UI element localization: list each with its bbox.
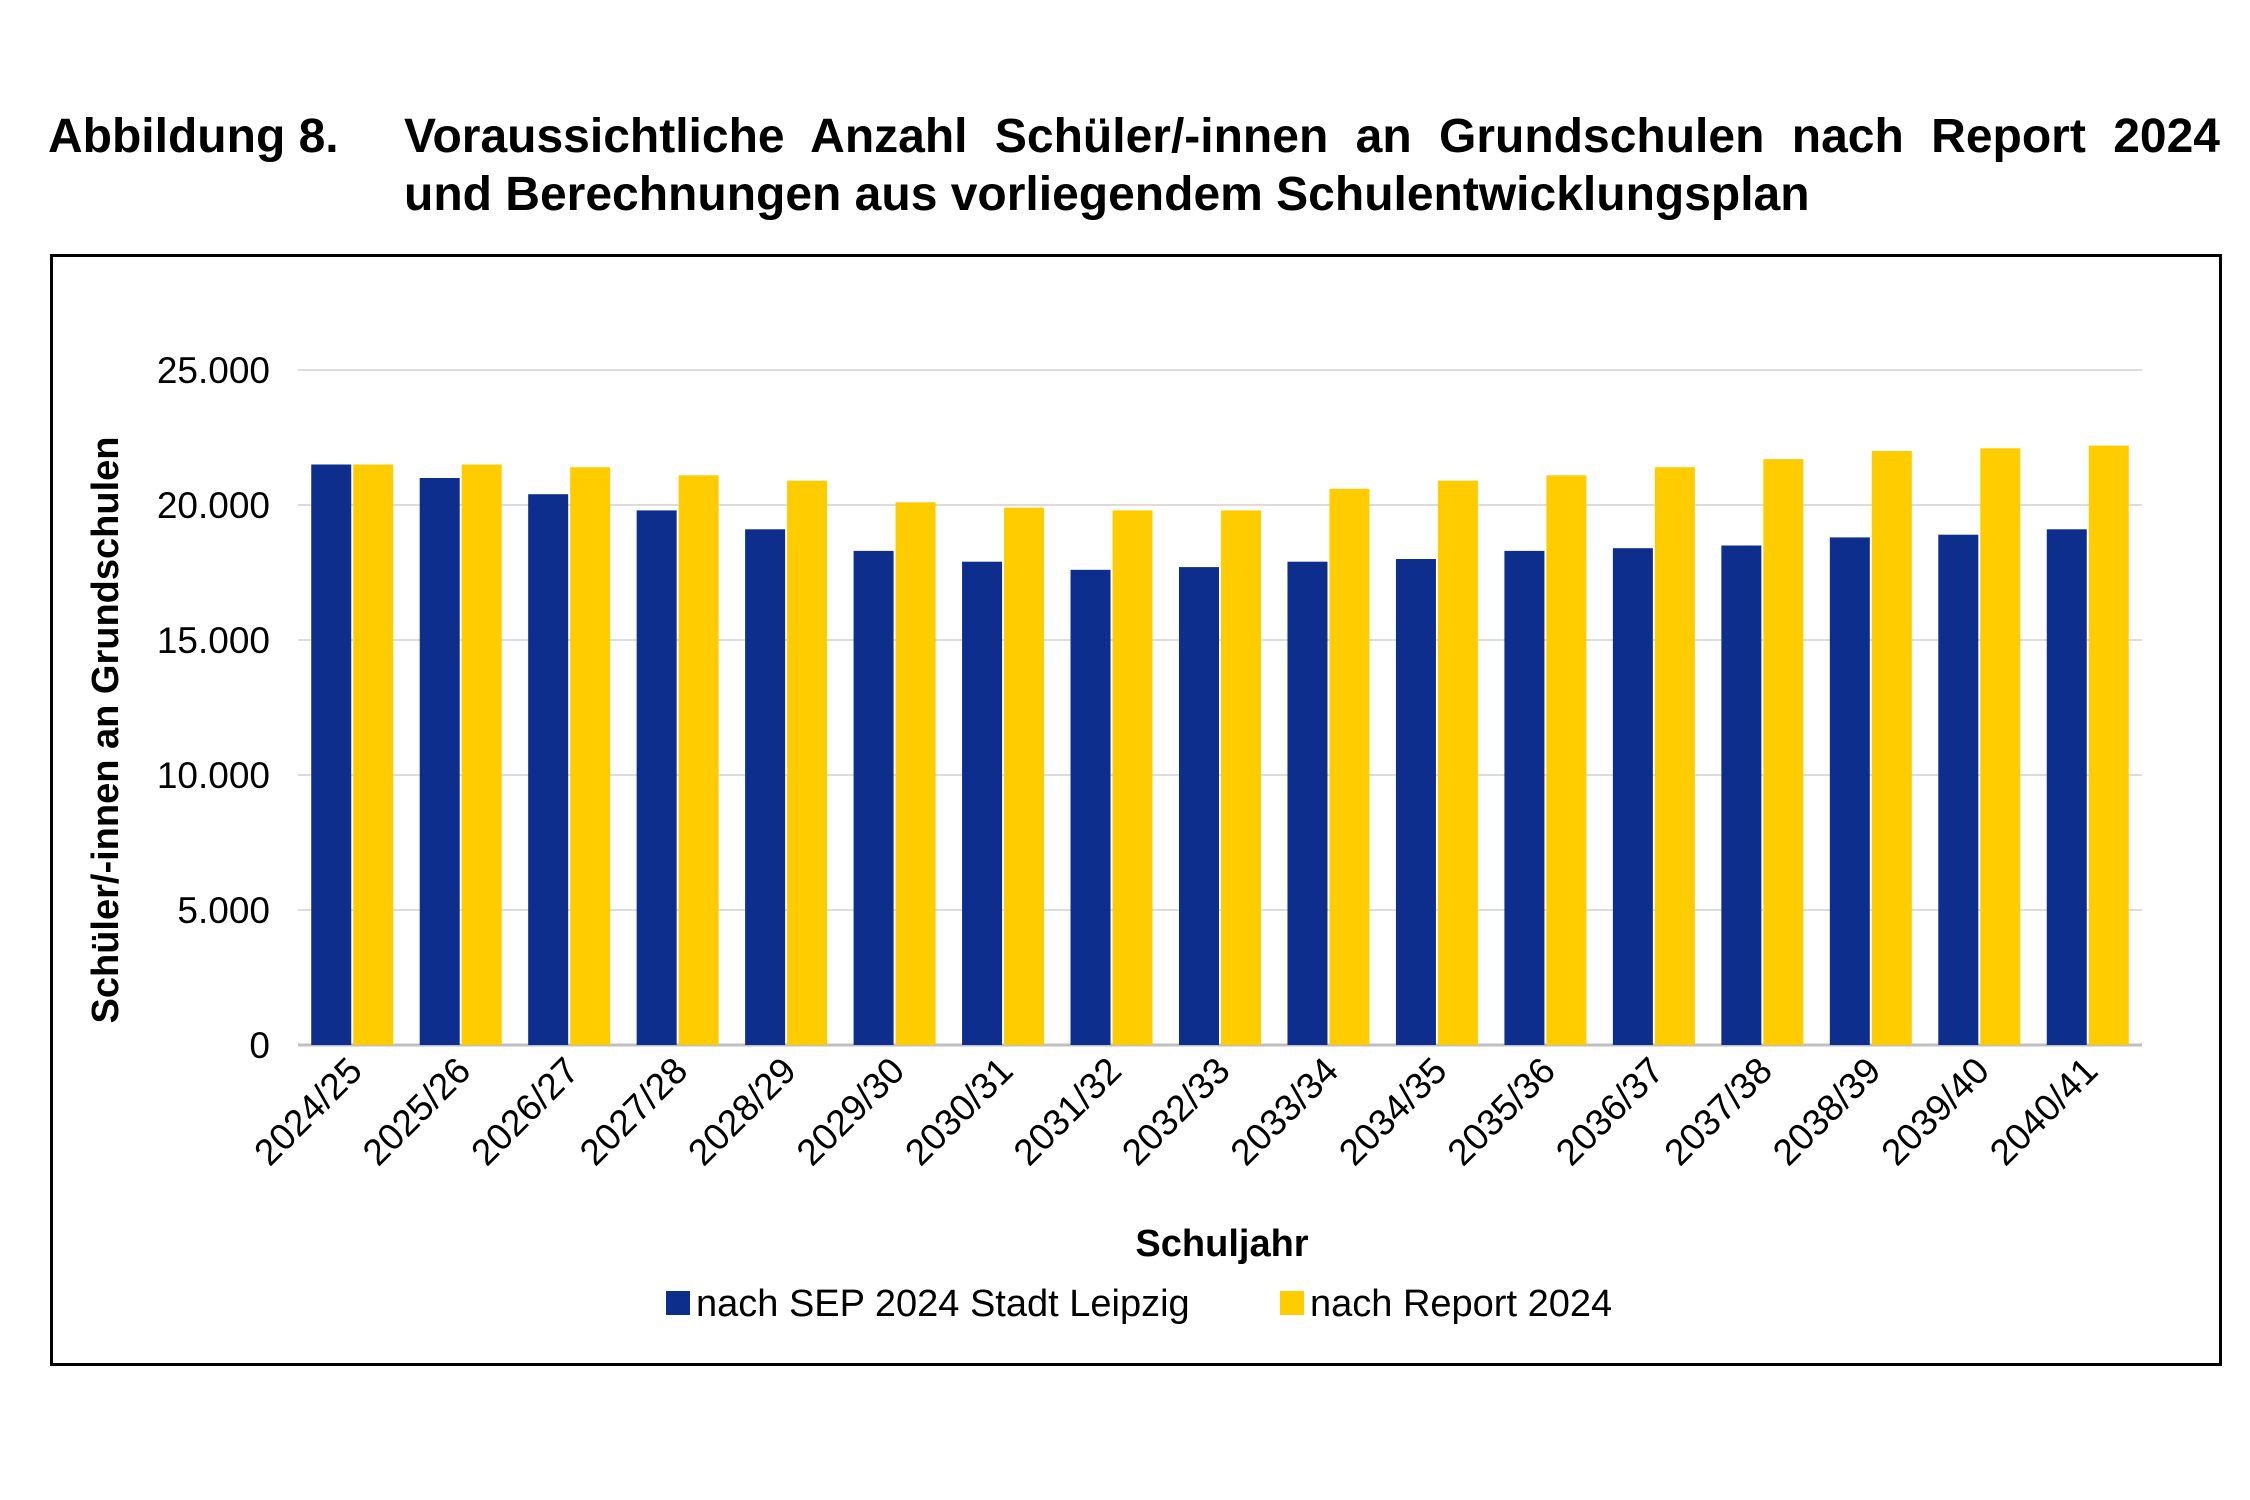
x-tick-label: 2026/27: [463, 1050, 587, 1174]
bar-report: [895, 502, 936, 1045]
bar-report: [1546, 475, 1587, 1045]
chart-frame: [50, 254, 2222, 1366]
bar-report: [353, 464, 394, 1045]
legend: nach SEP 2024 Stadt Leipzig nach Report …: [666, 1283, 1612, 1325]
x-tick-label: 2028/29: [680, 1050, 804, 1174]
x-tick-label: 2024/25: [246, 1050, 370, 1174]
bar-report: [1437, 480, 1478, 1045]
figure-number: Abbildung 8.: [48, 110, 339, 163]
x-tick-label: 2029/30: [789, 1050, 913, 1174]
y-tick-label: 5.000: [177, 890, 270, 931]
x-tick-label: 2039/40: [1873, 1050, 1997, 1174]
x-tick-label: 2032/33: [1114, 1050, 1238, 1174]
bar-sep: [853, 550, 894, 1045]
y-tick-label: 15.000: [157, 620, 270, 661]
y-tick-label: 0: [249, 1025, 270, 1066]
bar-report: [1871, 451, 1912, 1045]
bar-report: [1654, 467, 1695, 1045]
x-tick-label: 2030/31: [897, 1050, 1021, 1174]
x-axis-label: Schuljahr: [1135, 1223, 1308, 1265]
x-tick-label: 2035/36: [1440, 1050, 1564, 1174]
y-tick-label: 20.000: [157, 485, 270, 526]
bars: [311, 445, 2129, 1046]
y-axis-label: Schüler/-innen an Grundschulen: [85, 437, 127, 1024]
legend-label-report: nach Report 2024: [1310, 1283, 1612, 1325]
bar-report: [461, 464, 502, 1045]
y-tick-label: 25.000: [157, 350, 270, 391]
x-tick-label: 2034/35: [1331, 1050, 1455, 1174]
x-tick-label: 2036/37: [1548, 1050, 1672, 1174]
bar-report: [1004, 507, 1045, 1045]
bar-sep: [1829, 537, 1870, 1045]
bar-sep: [962, 561, 1003, 1045]
bar-report: [1329, 488, 1370, 1045]
y-tick-label: 10.000: [157, 755, 270, 796]
bar-sep: [419, 478, 460, 1045]
bar-sep: [1721, 545, 1762, 1045]
bar-report: [787, 480, 828, 1045]
bar-sep: [1070, 569, 1111, 1045]
bar-sep: [1938, 534, 1979, 1045]
bar-report: [1221, 510, 1261, 1045]
bar-report: [2088, 445, 2129, 1046]
bar-sep: [311, 464, 352, 1045]
figure-title: Voraussichtliche Anzahl Schüler/-innen a…: [404, 110, 2220, 221]
legend-label-sep: nach SEP 2024 Stadt Leipzig: [696, 1283, 1190, 1325]
bar-sep: [1504, 550, 1545, 1045]
bar-report: [1112, 510, 1153, 1045]
x-tick-label: 2027/28: [572, 1050, 696, 1174]
bar-report: [570, 467, 611, 1045]
x-tick-label: 2040/41: [1982, 1050, 2106, 1174]
bar-sep: [1395, 559, 1436, 1045]
x-tick-label: 2033/34: [1223, 1050, 1347, 1174]
bar-report: [1980, 448, 2021, 1045]
bar-sep: [2046, 529, 2087, 1045]
bar-sep: [1612, 548, 1653, 1045]
bar-sep: [636, 510, 677, 1045]
legend-swatch-sep: [666, 1291, 690, 1315]
bar-report: [1763, 459, 1804, 1046]
x-tick-label: 2037/38: [1656, 1050, 1780, 1174]
x-tick-labels: 2024/252025/262026/272027/282028/292029/…: [246, 1050, 2105, 1174]
bar-report: [678, 475, 719, 1045]
x-tick-label: 2038/39: [1765, 1050, 1889, 1174]
x-tick-label: 2025/26: [355, 1050, 479, 1174]
legend-swatch-report: [1280, 1291, 1304, 1315]
bar-sep: [745, 529, 786, 1045]
bar-sep: [1179, 567, 1219, 1045]
x-tick-label: 2031/32: [1006, 1050, 1130, 1174]
bar-sep: [1287, 561, 1328, 1045]
bar-sep: [528, 494, 569, 1045]
y-tick-labels: 0 5.000 10.000 15.000 20.000 25.000: [157, 350, 270, 1066]
